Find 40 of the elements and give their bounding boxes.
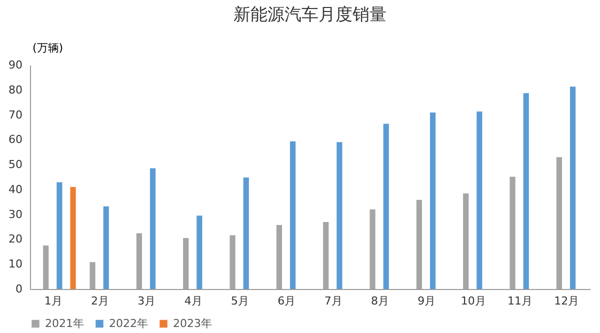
legend-label: 2023年 xyxy=(173,316,212,330)
y-tick-label: 80 xyxy=(8,83,22,96)
y-tick-label: 10 xyxy=(8,258,22,271)
bar xyxy=(290,141,296,289)
bar xyxy=(476,112,482,289)
x-tick-label: 12月 xyxy=(554,294,580,308)
y-tick-label: 50 xyxy=(8,158,22,172)
x-tick-label: 1月 xyxy=(44,294,62,308)
bar xyxy=(196,216,202,289)
y-tick-label: 70 xyxy=(8,108,22,122)
y-tick-label: 40 xyxy=(8,182,22,196)
x-tick-label: 3月 xyxy=(138,294,156,308)
x-tick-label: 8月 xyxy=(371,294,389,308)
y-tick-label: 20 xyxy=(8,232,22,246)
y-tick-label: 0 xyxy=(16,282,22,296)
y-tick-label: 30 xyxy=(8,208,22,221)
bar xyxy=(103,206,109,289)
x-tick-label: 9月 xyxy=(418,294,436,308)
y-tick-label: 90 xyxy=(8,58,22,72)
y-tick-label: 60 xyxy=(8,133,22,146)
x-tick-label: 5月 xyxy=(231,294,249,308)
bar xyxy=(150,168,156,289)
x-tick-label: 7月 xyxy=(324,294,342,308)
x-tick-label: 2月 xyxy=(91,294,109,308)
x-tick-label: 4月 xyxy=(184,294,202,308)
x-tick-label: 6月 xyxy=(278,294,296,308)
y-axis-title: (万辆) xyxy=(32,42,64,54)
bar xyxy=(70,186,76,289)
bar xyxy=(383,124,389,289)
bar xyxy=(570,86,576,289)
bar xyxy=(336,142,342,289)
chart-title: 新能源汽车月度销量 xyxy=(234,5,386,25)
legend-label: 2021年 xyxy=(45,316,84,330)
bar xyxy=(243,178,249,289)
x-tick-label: 10月 xyxy=(460,294,486,308)
x-tick-label: 11月 xyxy=(508,294,532,308)
legend-label: 2022年 xyxy=(109,316,148,330)
bar xyxy=(523,93,529,289)
bar xyxy=(430,112,436,289)
bar xyxy=(56,182,62,289)
